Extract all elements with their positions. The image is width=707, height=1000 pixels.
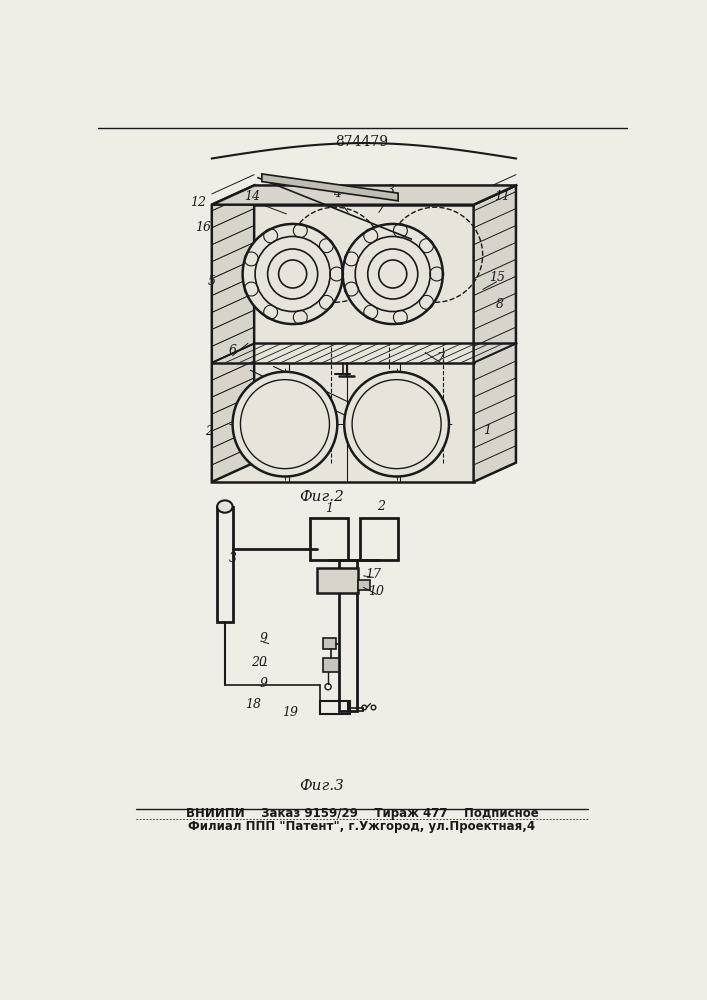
Text: 19: 19 xyxy=(282,706,298,719)
Text: 9: 9 xyxy=(259,632,267,645)
Text: 874479: 874479 xyxy=(335,135,388,149)
Ellipse shape xyxy=(343,224,443,324)
Bar xyxy=(339,560,357,711)
Text: 9: 9 xyxy=(259,677,267,690)
Text: ВНИИПИ    Заказ 9159/29    Тираж 477    Подписное: ВНИИПИ Заказ 9159/29 Тираж 477 Подписное xyxy=(185,807,538,820)
Text: 4: 4 xyxy=(332,187,341,200)
Bar xyxy=(212,205,474,482)
Bar xyxy=(324,658,339,672)
Bar xyxy=(317,568,358,593)
Bar xyxy=(217,507,233,622)
Text: 7: 7 xyxy=(436,352,445,365)
Ellipse shape xyxy=(217,500,233,513)
Text: 1: 1 xyxy=(325,502,333,515)
Text: 5: 5 xyxy=(208,275,216,288)
Text: Фиг.3: Фиг.3 xyxy=(298,779,344,793)
Text: 20: 20 xyxy=(252,656,267,669)
Bar xyxy=(358,580,370,590)
Text: Филиал ППП "Патент", г.Ужгород, ул.Проектная,4: Филиал ППП "Патент", г.Ужгород, ул.Проек… xyxy=(188,820,535,833)
Text: 18: 18 xyxy=(245,698,262,711)
Circle shape xyxy=(233,372,337,477)
Text: 14: 14 xyxy=(244,190,260,204)
Text: 3: 3 xyxy=(387,184,395,197)
Text: Фиг.2: Фиг.2 xyxy=(298,490,344,504)
Text: 17: 17 xyxy=(366,568,382,581)
Polygon shape xyxy=(212,185,254,482)
Polygon shape xyxy=(262,174,398,201)
Text: 11: 11 xyxy=(494,190,510,204)
Text: 2: 2 xyxy=(378,500,385,513)
Text: 8: 8 xyxy=(496,298,504,311)
Bar xyxy=(320,701,351,714)
Text: 15: 15 xyxy=(489,271,505,284)
Circle shape xyxy=(344,372,449,477)
Bar xyxy=(310,518,348,560)
Text: 10: 10 xyxy=(368,585,385,598)
Text: 12: 12 xyxy=(190,196,206,209)
Text: 3: 3 xyxy=(228,552,237,565)
Text: 2: 2 xyxy=(206,425,214,438)
Bar xyxy=(324,638,336,649)
Text: 1: 1 xyxy=(483,424,491,437)
Text: 16: 16 xyxy=(195,221,211,234)
Bar xyxy=(360,518,398,560)
Text: 6: 6 xyxy=(228,344,237,358)
Text: 1: 1 xyxy=(302,306,310,319)
Ellipse shape xyxy=(243,224,343,324)
Polygon shape xyxy=(212,185,516,205)
Polygon shape xyxy=(474,185,516,482)
